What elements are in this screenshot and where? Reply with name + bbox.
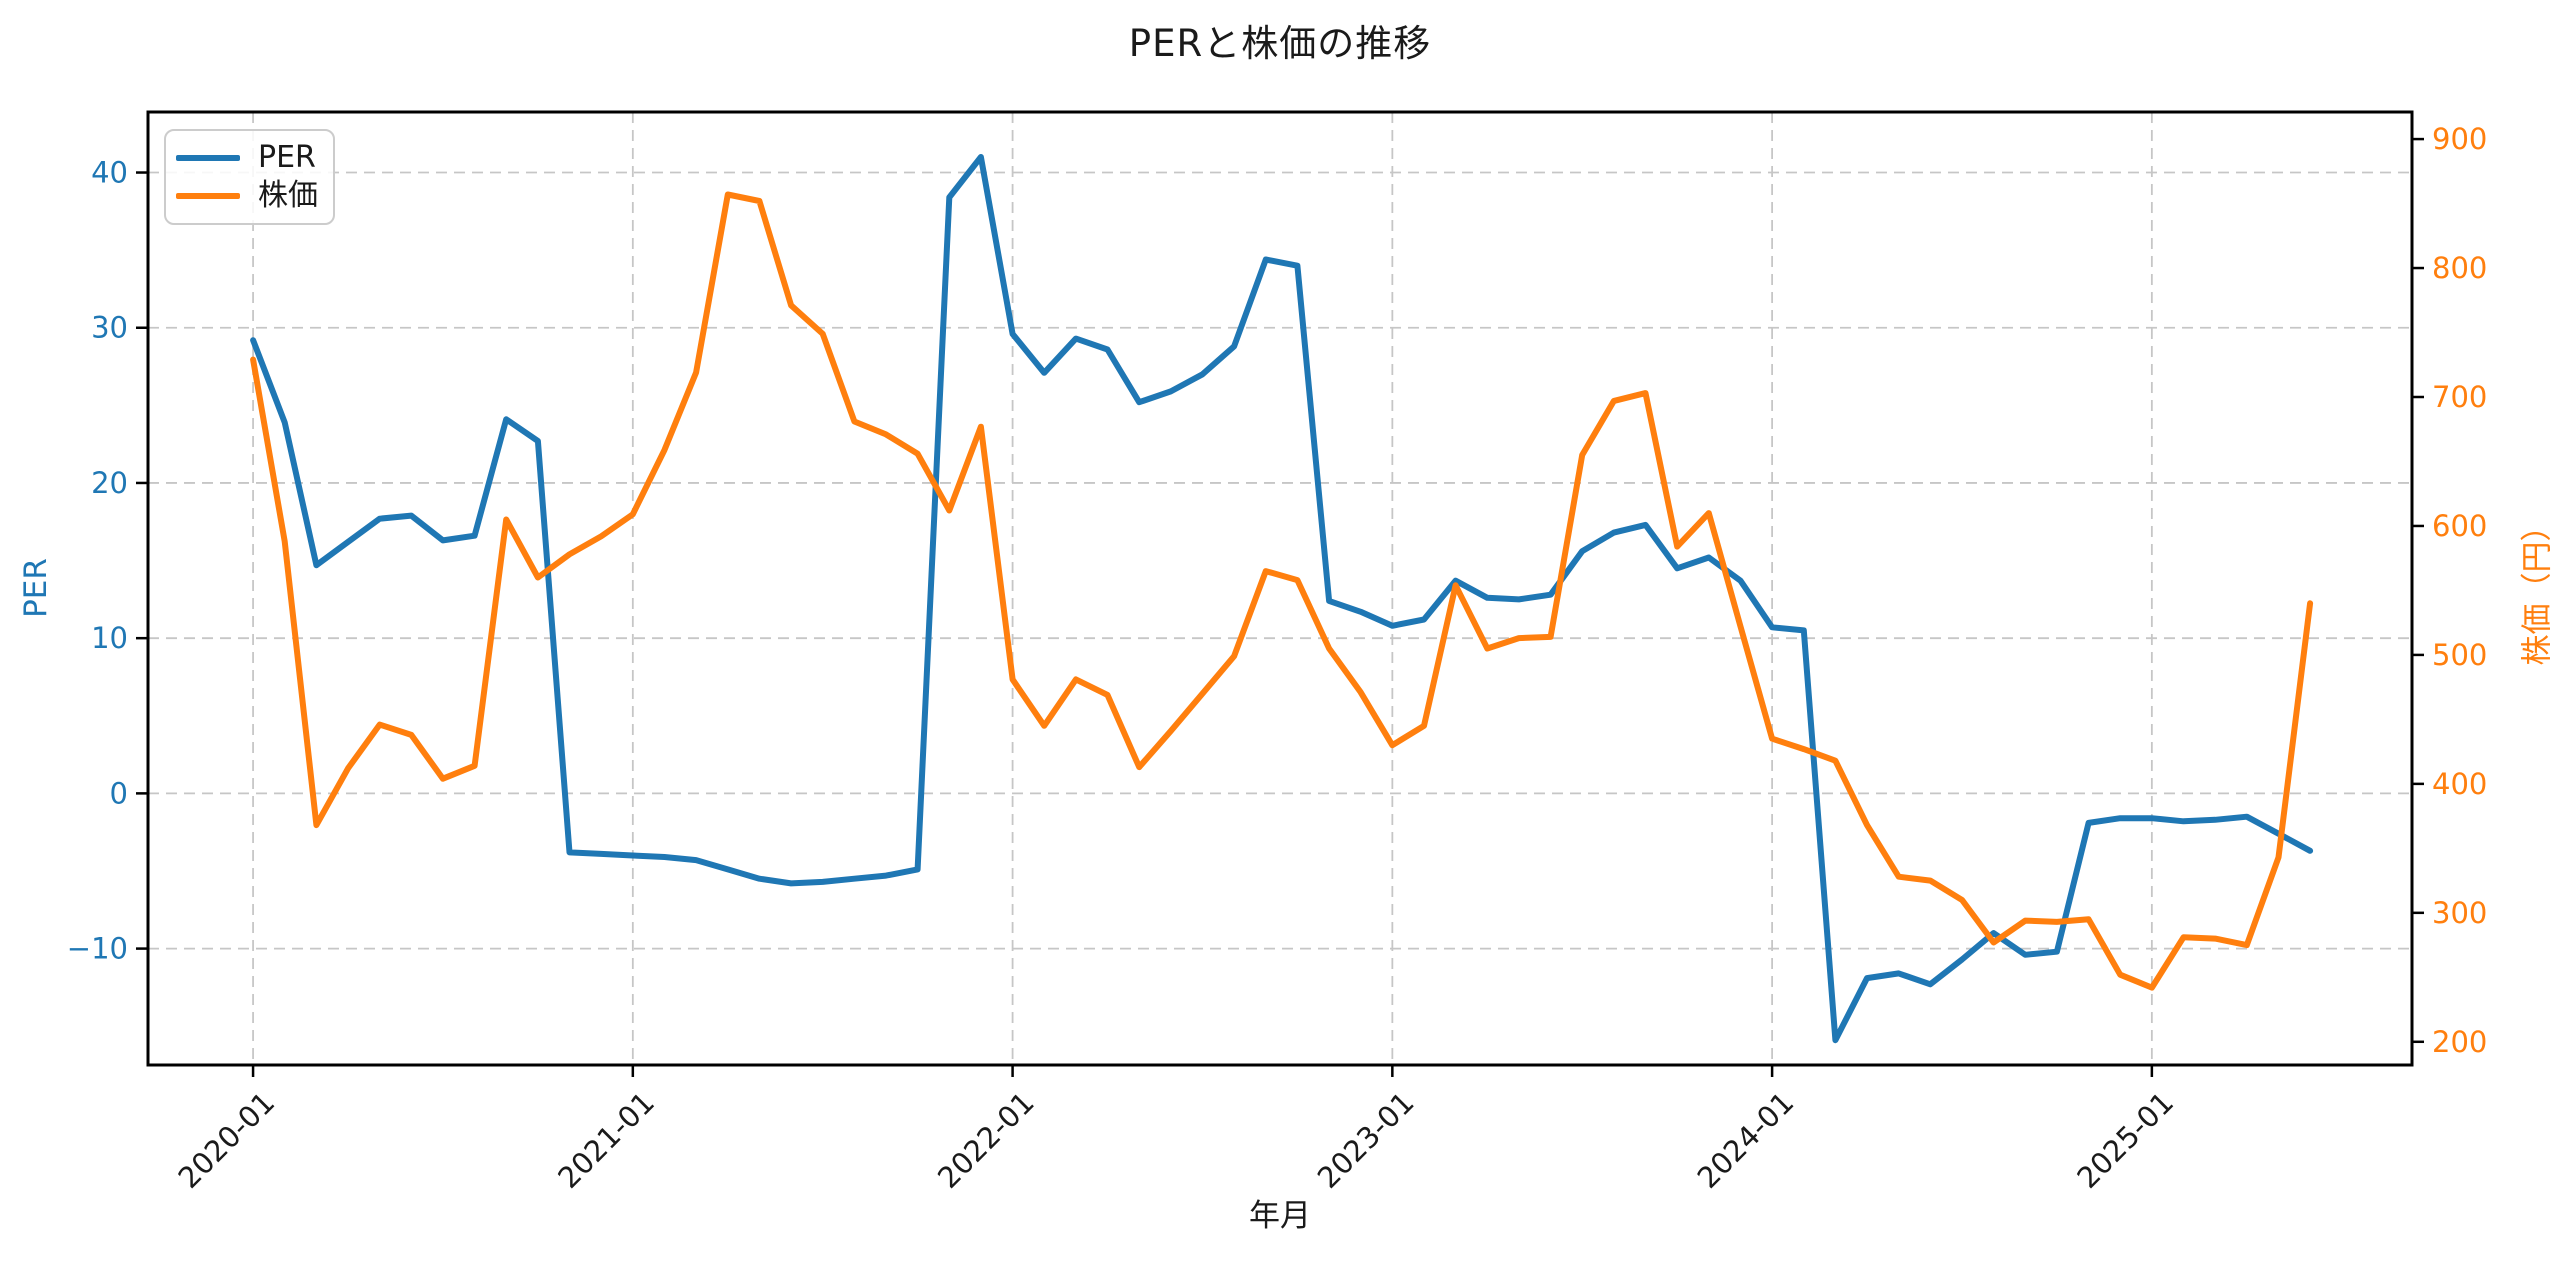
y-axis-label-right: 株価（円） [2519,510,2556,666]
x-tick-label: 2024-01 [1691,1085,1801,1195]
chart-title: PERと株価の推移 [1128,22,1432,65]
right-tick-label: 500 [2432,638,2487,672]
legend-item-price: 株価 [176,181,323,211]
legend-label-per: PER [258,140,316,175]
left-tick-label: 40 [91,156,128,190]
x-tick-label: 2023-01 [1311,1085,1421,1195]
left-tick-label: 10 [91,621,128,655]
right-tick-label: 800 [2432,251,2487,285]
right-tick-label: 200 [2432,1025,2487,1059]
x-tick-label: 2021-01 [551,1085,661,1195]
right-tick-label: 300 [2432,896,2487,930]
series-line-per [250,154,2314,1044]
legend-line-sample-per [176,155,240,161]
x-tick-label: 2022-01 [931,1085,1041,1195]
right-tick-label: 700 [2432,380,2487,414]
legend-label-price: 株価 [258,178,318,213]
series-line-price [250,191,2314,991]
legend-line-sample-price [176,193,240,199]
left-tick-label: 20 [91,466,128,500]
right-tick-label: 900 [2432,122,2487,156]
x-tick-label: 2025-01 [2070,1085,2180,1195]
right-tick-label: 400 [2432,767,2487,801]
legend: PER 株価 [164,129,335,225]
left-tick-label: 0 [110,776,128,810]
right-tick-label: 600 [2432,509,2487,543]
plot-frame [146,110,2414,1067]
left-tick-label: 30 [91,311,128,345]
x-axis-label: 年月 [1249,1198,1311,1234]
x-tick-label: 2020-01 [172,1085,282,1195]
left-tick-label: −10 [67,932,128,966]
legend-item-per: PER [176,143,323,173]
y-axis-label-left: PER [18,558,54,618]
